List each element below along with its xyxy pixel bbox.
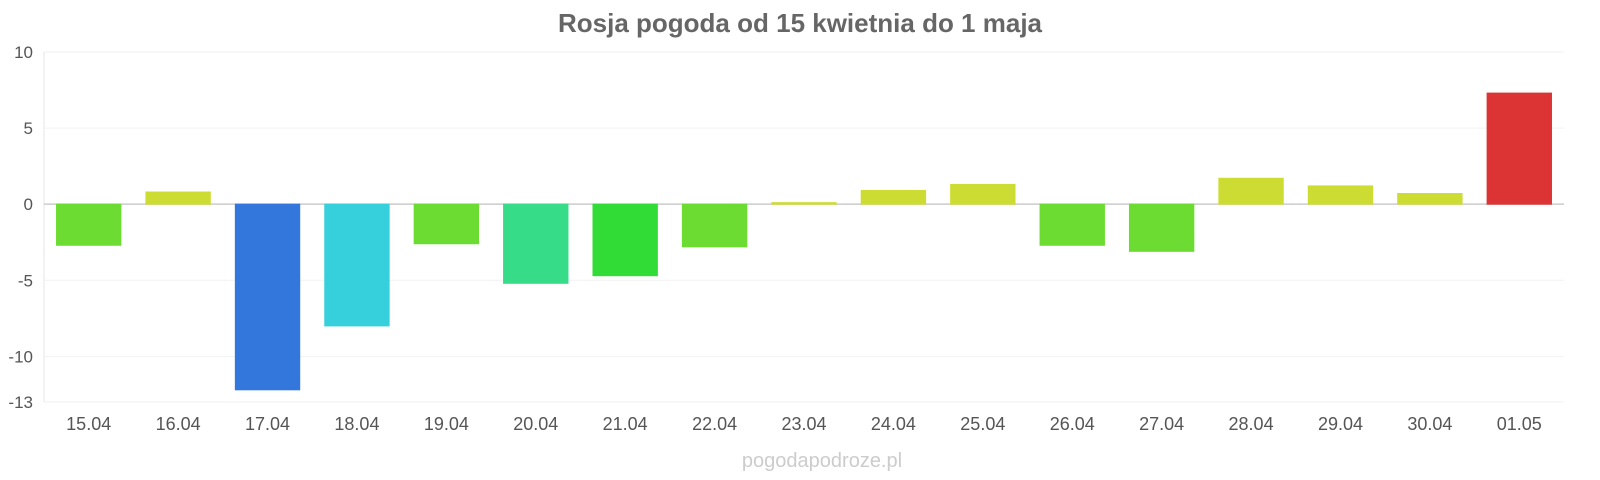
bar-23.04: [771, 202, 837, 205]
y-tick-label: 5: [24, 119, 33, 138]
bar-17.04: [234, 203, 301, 391]
bar-21.04: [592, 203, 658, 277]
bar-28.04: [1218, 177, 1284, 205]
bar-18.04: [324, 203, 390, 327]
x-tick-label: 24.04: [871, 414, 916, 434]
bar-19.04: [413, 203, 480, 245]
x-tick-label: 19.04: [424, 414, 469, 434]
bar-22.04: [681, 203, 748, 248]
x-tick-label: 25.04: [960, 414, 1005, 434]
bar-25.04: [950, 183, 1016, 205]
x-tick-label: 15.04: [66, 414, 111, 434]
y-tick-label: 10: [14, 43, 33, 62]
x-tick-label: 29.04: [1318, 414, 1363, 434]
footer-watermark: pogodapodroze.pl: [742, 450, 902, 472]
bar-27.04: [1128, 203, 1195, 252]
x-tick-label: 17.04: [245, 414, 290, 434]
x-tick-label: 16.04: [156, 414, 201, 434]
bar-24.04: [860, 189, 927, 205]
bar-20.04: [503, 203, 569, 284]
bar-16.04: [145, 191, 211, 205]
y-tick-label: -10: [8, 347, 33, 366]
y-tick-label: 0: [24, 195, 33, 214]
x-tick-label: 26.04: [1050, 414, 1095, 434]
y-tick-label: -13: [8, 393, 33, 412]
x-tick-label: 27.04: [1139, 414, 1184, 434]
y-axis-ticks: 10 5 0 -5 -10 -13: [8, 43, 33, 412]
y-tick-label: -5: [18, 271, 33, 290]
bar-29.04: [1307, 185, 1374, 205]
x-tick-label: 22.04: [692, 414, 737, 434]
bar-30.04: [1397, 193, 1463, 205]
bar-01.05: [1486, 92, 1552, 205]
chart-title: Rosja pogoda od 15 kwietnia do 1 maja: [558, 8, 1043, 38]
x-tick-label: 20.04: [513, 414, 558, 434]
bars: [56, 92, 1552, 391]
x-axis-ticks: 15.04 16.04 17.04 18.04 19.04 20.04 21.04 22.04…: [66, 414, 1542, 434]
bar-15.04: [56, 203, 122, 246]
x-tick-label: 28.04: [1229, 414, 1274, 434]
x-tick-label: 18.04: [334, 414, 379, 434]
bar-26.04: [1039, 203, 1105, 246]
x-tick-label: 21.04: [603, 414, 648, 434]
x-tick-label: 30.04: [1407, 414, 1452, 434]
x-tick-label: 23.04: [781, 414, 826, 434]
x-tick-label: 01.05: [1497, 414, 1542, 434]
